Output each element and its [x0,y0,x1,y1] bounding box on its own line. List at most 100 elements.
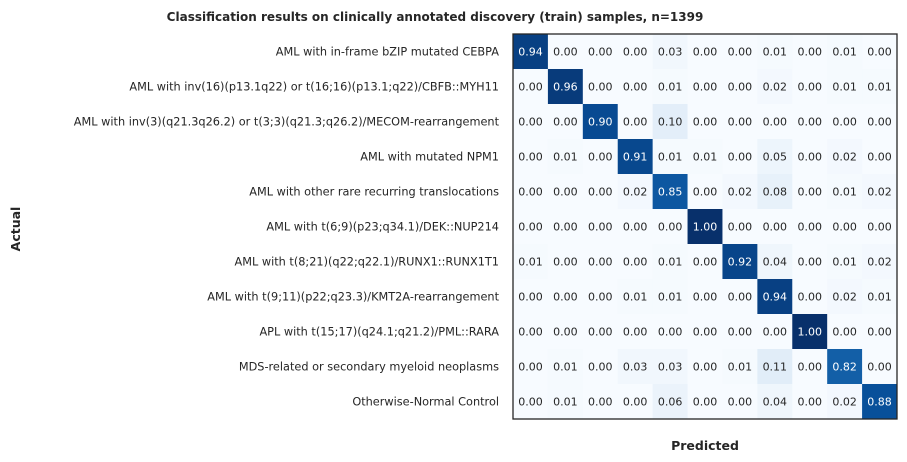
cell-value-label: 0.01 [832,46,857,59]
cell-value-label: 0.01 [693,151,718,164]
cell-value-label: 0.02 [867,256,892,269]
cell-value-label: 0.02 [728,186,753,199]
heatmap-cell [862,209,898,245]
heatmap-cell [617,209,654,245]
heatmap-cell [792,104,828,140]
heatmap-cell [722,314,758,350]
heatmap-cell [652,349,688,385]
cell-value-label: 0.00 [588,81,613,94]
row-tick-label: APL with t(15;17)(q24.1;q21.2)/PML::RARA [259,326,499,339]
cell-value-label: 0.00 [797,46,822,59]
heatmap-cell [687,349,723,385]
cell-value-label: 0.96 [553,81,578,94]
heatmap-cell [652,209,688,245]
heatmap-cell [652,69,688,105]
heatmap-cell [862,139,898,175]
cell-value-label: 0.00 [797,151,822,164]
cell-value-label: 0.00 [658,221,683,234]
heatmap-cell [547,174,584,210]
cell-value-label: 0.94 [763,291,788,304]
cell-value-label: 0.00 [588,256,613,269]
plot-frame [512,33,898,420]
heatmap-cell [792,34,828,70]
heatmap-cell [792,349,828,385]
heatmap-cell [652,139,688,175]
heatmap-cell [687,69,723,105]
cell-value-label: 0.00 [518,221,543,234]
cell-value-label: 0.11 [763,361,788,374]
cell-value-label: 0.00 [867,361,892,374]
heatmap-cell [862,279,898,315]
heatmap-cell [547,209,584,245]
heatmap-cell [757,314,793,350]
cell-value-label: 0.00 [553,326,578,339]
cell-value-label: 0.02 [763,81,788,94]
heatmap-cell [513,279,549,315]
cell-value-label: 0.00 [797,221,822,234]
cell-value-label: 0.00 [728,221,753,234]
heatmap-cell [652,244,688,280]
heatmap-cell [827,314,863,350]
cell-value-label: 0.00 [728,396,753,409]
cell-value-label: 0.00 [553,116,578,129]
cell-value-label: 0.01 [518,256,543,269]
cell-value-label: 0.03 [658,46,683,59]
heatmap-cell [687,244,723,280]
heatmap-cell [617,174,654,210]
heatmap-cell [652,314,688,350]
heatmap-cell [513,34,549,70]
heatmap-cell [687,314,723,350]
cell-value-label: 0.06 [658,396,683,409]
cell-value-label: 0.00 [588,326,613,339]
cell-value-label: 0.00 [693,361,718,374]
cell-value-label: 0.00 [588,221,613,234]
chart-title: Classification results on clinically ann… [167,10,704,24]
heatmap-cell [617,244,654,280]
heatmap-cell [757,349,793,385]
heatmap-cell [687,34,723,70]
cell-value-label: 0.00 [518,186,543,199]
heatmap-cell [827,279,863,315]
cell-value-label: 0.01 [553,396,578,409]
heatmap-cell [652,104,688,140]
heatmap-cell [792,174,828,210]
cell-value-label: 0.01 [658,151,683,164]
cell-value-label: 0.08 [763,186,788,199]
heatmap-cell [687,384,723,420]
heatmap-cell [547,279,584,315]
heatmap-cell [862,384,898,420]
heatmap-cell [722,279,758,315]
heatmap-cell [652,279,688,315]
heatmap-cell [652,34,688,70]
cell-value-label: 0.01 [832,256,857,269]
cell-value-label: 0.00 [797,256,822,269]
cell-value-label: 0.00 [588,396,613,409]
cell-value-label: 0.01 [658,291,683,304]
heatmap-cell [862,314,898,350]
heatmap-cell [757,384,793,420]
heatmap-cell [827,104,863,140]
row-tick-label: AML with in-frame bZIP mutated CEBPA [276,46,500,59]
cell-value-label: 0.00 [623,46,648,59]
cell-value-label: 0.01 [623,291,648,304]
heatmap-cell [547,34,584,70]
cell-value-label: 0.02 [867,186,892,199]
cell-value-label: 0.01 [832,186,857,199]
row-tick-label: MDS-related or secondary myeloid neoplas… [239,361,499,374]
heatmap-cell [862,174,898,210]
heatmap-cell [513,174,549,210]
heatmap-cell [687,139,723,175]
cell-value-label: 0.00 [693,396,718,409]
heatmap-cell [827,174,863,210]
heatmap-cell [652,174,688,210]
heatmap-cell [513,384,549,420]
heatmap-cell [722,209,758,245]
cell-value-label: 0.00 [693,46,718,59]
heatmap-cell [757,174,793,210]
cell-value-label: 0.91 [623,151,648,164]
heatmap-cell [513,69,549,105]
heatmap-cell [617,139,654,175]
cell-value-label: 0.01 [832,81,857,94]
heatmap-cell [722,174,758,210]
